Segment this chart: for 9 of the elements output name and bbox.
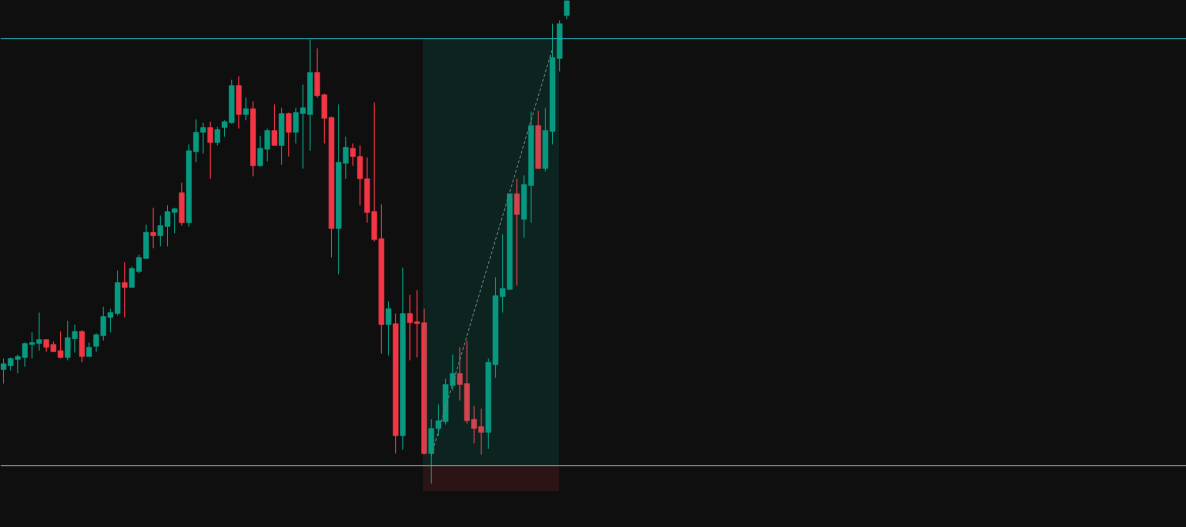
candlestick	[121, 261, 128, 318]
candlestick	[514, 178, 520, 286]
candlestick	[243, 97, 249, 121]
candlestick	[150, 207, 157, 249]
candlestick	[385, 300, 392, 357]
candlestick	[271, 103, 278, 146]
candlestick	[207, 121, 214, 180]
candlestick	[285, 112, 292, 158]
candlestick	[214, 126, 221, 146]
